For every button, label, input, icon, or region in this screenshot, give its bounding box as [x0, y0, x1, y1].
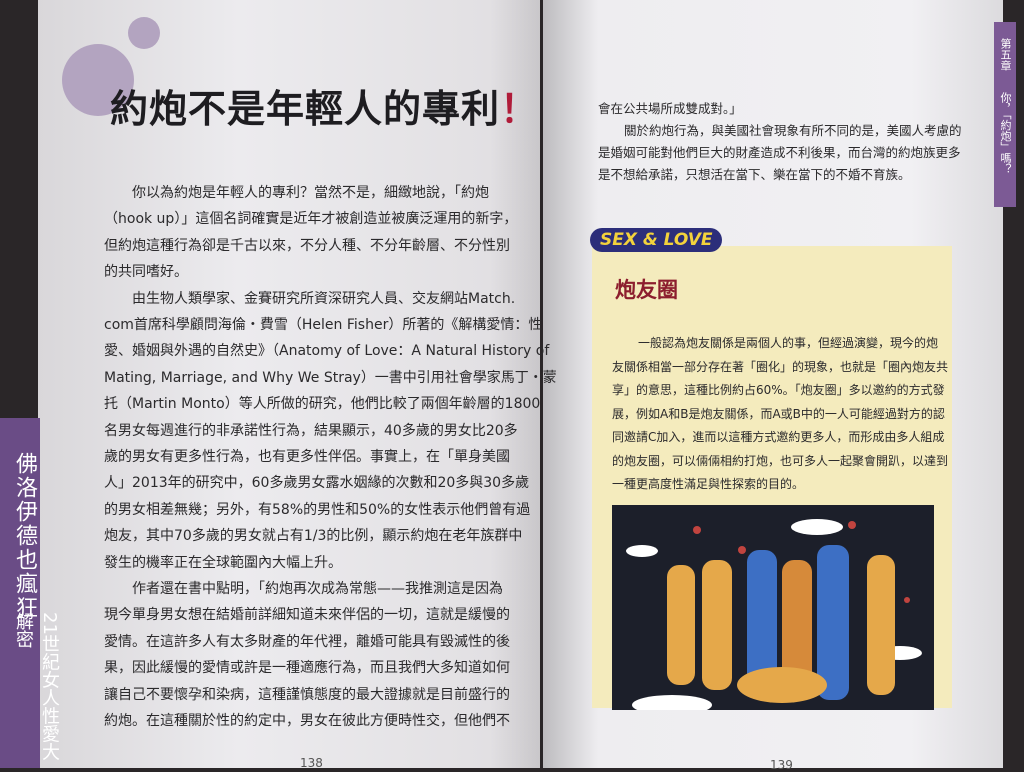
text-line: 約炮。在這種關於性的約定中，男女在彼此方便時性交，但他們不	[104, 713, 510, 729]
box-line: 展，例如A和B是炮友關係，而A或B中的一人可能經過對方的認	[612, 406, 945, 421]
text-line: 關於約炮行為，與美國社會現象有所不同的是，美國人考慮的	[624, 123, 962, 138]
text-line: 發生的機率正在全球範圍內大幅上升。	[104, 554, 342, 571]
chapter-title: 你，「約炮」嗎？	[999, 92, 1012, 175]
text-line: 炮友，其中70多歲的男女就占有1/3的比例，顯示約炮在老年族群中	[104, 528, 523, 545]
text-line: 愛、婚姻與外遇的自然史》（Anatomy of Love：A Natural H…	[104, 343, 550, 360]
sidebar-heading: 炮友圈	[615, 278, 678, 302]
text-line: 但約炮這種行為卻是千古以來，不分人種、不分年齡層、不分性別	[104, 237, 510, 254]
box-line: 的炮友圈，可以倆倆相約打炮，也可多人一起聚會開趴，以達到	[612, 453, 949, 468]
text-line: 現今單身男女想在結婚前詳細知道未來伴侶的一切，這就是緩慢的	[104, 607, 510, 624]
side-tab-series: 佛洛伊德也瘋狂	[12, 452, 37, 620]
chapter-number: 第五章	[999, 38, 1012, 71]
text-line: 果，因此緩慢的愛情或許是一種適應行為，而且我們大多知道如何	[104, 660, 510, 677]
title: 約炮不是年輕人的專利！	[110, 87, 540, 131]
text-line: 歲的男女有更多性行為，也有更多性伴侶。事實上，在「單身美國	[104, 449, 510, 465]
box-line: 一般認為炮友關係是兩個人的事，但經過演變，現今的炮	[638, 336, 939, 350]
text-line: 的男女相差無幾；另外，有58%的男性和50%的女性表示他們曾有過	[104, 501, 531, 518]
box-line: 享」的意思，這種比例約占60%。「炮友圈」多以邀約的方式發	[612, 383, 945, 397]
text-line: Mating, Marriage, and Why We Stray）一書中引用…	[104, 369, 557, 386]
text-line: 是婚姻可能對他們巨大的財產造成不利後果，而台灣的約炮族更多	[598, 145, 961, 160]
text-line: 的共同嗜好。	[104, 264, 188, 281]
page-number: 138	[300, 756, 323, 770]
text-line: 人」2013年的研究中，60多歲男女露水姻緣的次數和20多與30多歲	[104, 475, 530, 492]
side-tab-title: 21世紀女人性愛大解密	[13, 612, 60, 761]
page-number: 139	[770, 758, 793, 772]
text-line: com首席科學顧問海倫・費雪（Helen Fisher）所著的《解構愛情：性	[104, 317, 543, 333]
text-line: 作者還在書中點明，「約炮再次成為常態——我推測這是因為	[132, 581, 503, 597]
left-page	[38, 0, 540, 768]
side-tab	[0, 418, 40, 768]
box-line: 同邀請C加入，進而以這種方式邀約更多人，而形成由多人組成	[612, 430, 945, 444]
box-line: 一種更高度性滿足與性探索的目的。	[612, 477, 805, 491]
box-line: 友關係相當一部分存在著「圈化」的現象，也就是「圈內炮友共	[612, 359, 949, 374]
text-line: 會在公共場所成雙成對。」	[598, 101, 742, 116]
chapter-tab	[994, 22, 1016, 207]
text-line: 讓自己不要懷孕和染病，這種謹慎態度的最大證據就是目前盛行的	[104, 686, 510, 703]
text-line: 你以為約炮是年輕人的專利？當然不是，細緻地說，「約炮	[132, 185, 489, 201]
decor-circle	[128, 17, 160, 49]
illustration	[612, 505, 934, 710]
text-line: （hook up）」這個名詞確實是近年才被創造並被廣泛運用的新字，	[104, 211, 518, 228]
sidebar-label: SEX & LOVE	[590, 228, 723, 252]
text-line: 愛情。在這許多人有太多財產的年代裡，離婚可能具有毀滅性的後	[104, 633, 510, 650]
text-line: 托（Martin Monto）等人所做的研究，他們比較了兩個年齡層的1800	[104, 396, 541, 413]
decor-circle	[62, 44, 134, 116]
text-line: 由生物人類學家、金賽研究所資深研究人員、交友網站Match.	[132, 290, 516, 307]
text-line: 名男女每週進行的非承諾性行為，結果顯示，40多歲的男女比20多	[104, 422, 518, 439]
text-line: 是不想給承諾，只想活在當下、樂在當下的不婚不育族。	[598, 167, 911, 182]
